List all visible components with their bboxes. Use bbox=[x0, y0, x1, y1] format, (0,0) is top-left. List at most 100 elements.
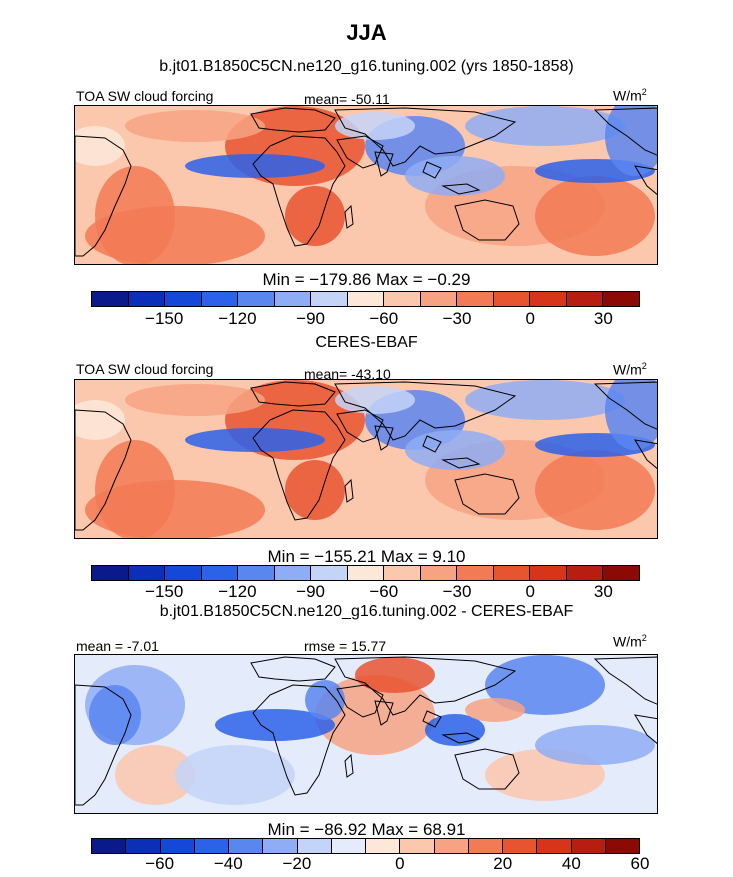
colorbar-tick-label: −120 bbox=[218, 582, 257, 601]
colorbar-swatch bbox=[126, 839, 161, 853]
coastline bbox=[336, 409, 384, 443]
colorbar-swatch bbox=[457, 566, 494, 580]
map-field-region bbox=[315, 675, 435, 755]
coastline bbox=[441, 457, 481, 469]
colorbar-swatch bbox=[92, 839, 127, 853]
panel-2-left-label: TOA SW cloud forcing bbox=[76, 361, 214, 377]
colorbar-swatch bbox=[530, 292, 567, 306]
colorbar-swatch bbox=[311, 292, 348, 306]
coastline bbox=[250, 107, 336, 133]
panel-3-minmax: Min = −86.92 Max = 68.91 bbox=[267, 820, 466, 839]
map-field-region bbox=[95, 440, 175, 538]
coastline bbox=[422, 710, 442, 728]
map-field-region bbox=[465, 380, 625, 420]
panel-1-left-label: TOA SW cloud forcing bbox=[76, 88, 214, 104]
panel-2-title: CERES-EBAF bbox=[315, 334, 418, 351]
panel-1-map bbox=[74, 105, 658, 265]
colorbar-swatch bbox=[347, 292, 385, 306]
colorbar-swatch bbox=[400, 839, 435, 853]
colorbar-tick-label: −60 bbox=[369, 582, 399, 601]
colorbar-swatch bbox=[165, 566, 202, 580]
panel-3-rmse-label: rmse = 15.77 bbox=[304, 638, 387, 654]
panel-1-minmax: Min = −179.86 Max = −0.29 bbox=[262, 270, 471, 289]
colorbar-tick-label: −90 bbox=[296, 582, 326, 601]
colorbar-swatch bbox=[503, 839, 538, 853]
map-field-region bbox=[215, 709, 335, 741]
map-field-region bbox=[285, 460, 345, 520]
colorbar-tick-label: −40 bbox=[213, 854, 243, 873]
panel-3-colorbar-ticks: −60 −40 −20 0 20 40 60 bbox=[0, 854, 733, 876]
colorbar-tick-label: −20 bbox=[282, 854, 312, 873]
colorbar-swatch bbox=[229, 839, 264, 853]
coastline bbox=[441, 183, 481, 195]
panel-2-units: W/m2 bbox=[613, 361, 647, 378]
coastline bbox=[336, 135, 384, 169]
colorbar-swatch bbox=[605, 839, 639, 853]
coastline bbox=[75, 135, 132, 257]
colorbar-tick-label: 0 bbox=[525, 582, 535, 601]
map-field-region bbox=[535, 725, 655, 765]
colorbar-tick-label: −60 bbox=[145, 854, 175, 873]
colorbar-swatch bbox=[537, 839, 572, 853]
colorbar-swatch bbox=[571, 839, 606, 853]
map-field-region bbox=[125, 384, 265, 416]
colorbar-swatch bbox=[468, 839, 503, 853]
colorbar-swatch bbox=[566, 292, 604, 306]
coastline bbox=[454, 199, 520, 241]
panel-2-mean-label: mean= -43.10 bbox=[304, 366, 391, 382]
panel-3-mean-label: mean = -7.01 bbox=[76, 638, 159, 654]
coastline bbox=[252, 684, 346, 796]
colorbar-swatch bbox=[530, 566, 567, 580]
colorbar-swatch bbox=[366, 839, 401, 853]
colorbar-tick-label: 30 bbox=[593, 309, 613, 328]
map-field-region bbox=[175, 745, 295, 805]
figure-title: JJA bbox=[346, 20, 387, 45]
colorbar-swatch bbox=[128, 566, 166, 580]
coastline bbox=[250, 381, 336, 407]
coastline bbox=[441, 732, 481, 744]
colorbar-tick-label: 0 bbox=[395, 854, 405, 873]
coastline bbox=[454, 748, 520, 790]
coastline bbox=[252, 135, 346, 247]
coastline bbox=[344, 478, 354, 503]
colorbar-swatch bbox=[420, 292, 458, 306]
map-field-region bbox=[535, 176, 655, 256]
map-field-region bbox=[185, 428, 325, 452]
colorbar-tick-label: −30 bbox=[442, 309, 472, 328]
colorbar-tick-label: 60 bbox=[630, 854, 650, 873]
coastline bbox=[344, 204, 354, 229]
panel-3-colorbar bbox=[91, 838, 640, 854]
map-field-region bbox=[125, 110, 265, 142]
coastline bbox=[422, 435, 442, 453]
map-field-region bbox=[75, 400, 125, 440]
coastline bbox=[75, 409, 132, 531]
colorbar-swatch bbox=[128, 292, 166, 306]
coastline bbox=[252, 409, 346, 521]
colorbar-swatch bbox=[201, 566, 239, 580]
panel-1-title: b.jt01.B1850C5CN.ne120_g16.tuning.002 (y… bbox=[159, 58, 574, 75]
colorbar-swatch bbox=[434, 839, 469, 853]
map-field-region bbox=[95, 166, 175, 264]
colorbar-swatch bbox=[384, 566, 421, 580]
panel-1-colorbar-ticks: −150 −120 −90 −60 −30 0 30 bbox=[0, 309, 733, 331]
colorbar-swatch bbox=[238, 566, 275, 580]
colorbar-swatch bbox=[347, 566, 385, 580]
coastline bbox=[374, 151, 394, 177]
colorbar-tick-label: 30 bbox=[593, 582, 613, 601]
map-field-region bbox=[185, 154, 325, 178]
map-field-region bbox=[115, 745, 195, 805]
colorbar-tick-label: −90 bbox=[296, 309, 326, 328]
panel-1-colorbar bbox=[91, 291, 640, 307]
colorbar-swatch bbox=[92, 566, 129, 580]
colorbar-swatch bbox=[274, 292, 312, 306]
colorbar-tick-label: 0 bbox=[525, 309, 535, 328]
colorbar-tick-label: −30 bbox=[442, 582, 472, 601]
colorbar-swatch bbox=[92, 292, 129, 306]
coastline bbox=[593, 107, 657, 156]
map-field-region bbox=[605, 380, 657, 450]
panel-2-colorbar bbox=[91, 565, 640, 581]
map-field-region bbox=[305, 680, 345, 720]
panel-1-units: W/m2 bbox=[613, 87, 647, 104]
colorbar-swatch bbox=[311, 566, 348, 580]
panel-2-map bbox=[74, 379, 658, 539]
